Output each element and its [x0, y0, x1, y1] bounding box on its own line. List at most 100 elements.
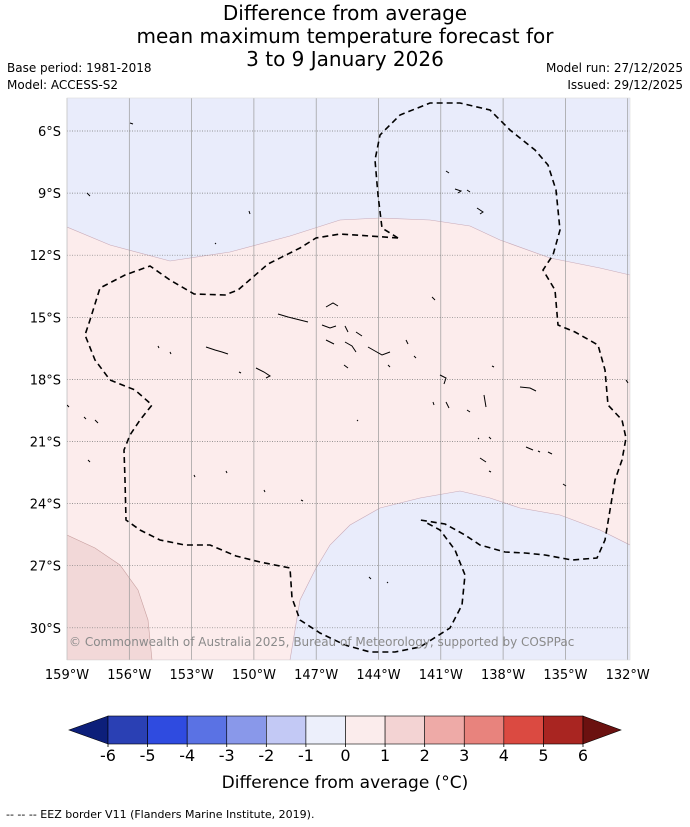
island — [476, 207, 484, 215]
island — [129, 122, 134, 125]
longitude-labels: 159°W 156°W 153°W 150°W 147°W 144°W 141°W 138°W… — [45, 668, 650, 683]
title-line-3: 3 to 9 January 2026 — [246, 47, 444, 71]
colorbar-swatch — [266, 715, 307, 745]
island — [205, 346, 229, 355]
model-name: Model: ACCESS-S2 — [7, 78, 119, 92]
longitude-label: 159°W — [45, 668, 89, 683]
island — [439, 374, 447, 385]
island — [300, 499, 304, 502]
island — [405, 339, 409, 345]
colorbar-tick-label: 5 — [538, 746, 548, 765]
island — [432, 401, 435, 406]
colorbar-tick-label: -1 — [298, 746, 314, 765]
latitude-label: 27°S — [30, 560, 61, 575]
colorbar-tick-label: -2 — [258, 746, 274, 765]
island — [83, 416, 87, 420]
island — [491, 365, 495, 368]
island — [413, 355, 417, 359]
island — [368, 576, 372, 580]
island — [445, 170, 450, 174]
colorbar-swatch — [107, 715, 148, 745]
longitude-label: 147°W — [294, 668, 338, 683]
island — [225, 470, 228, 474]
colorbar-tick-label: 0 — [340, 746, 350, 765]
colorbar-label: Difference from average (°C) — [221, 773, 469, 793]
island — [238, 371, 242, 374]
island — [169, 351, 172, 355]
island — [277, 313, 309, 323]
island — [67, 404, 70, 408]
island — [454, 188, 463, 194]
gridlines — [66, 98, 630, 660]
island — [87, 459, 91, 463]
longitude-label: 138°W — [481, 668, 525, 683]
longitude-label: 153°W — [170, 668, 214, 683]
warm-region-strong — [67, 534, 153, 660]
latitude-label: 6°S — [38, 125, 61, 140]
island — [537, 450, 541, 453]
longitude-label: 156°W — [107, 668, 151, 683]
colorbar-swatch — [384, 715, 425, 745]
island — [386, 581, 389, 584]
colorbar-swatch — [543, 715, 584, 745]
chart-title: Difference from average mean maximum tem… — [0, 2, 690, 71]
warm-region — [67, 217, 630, 660]
longitude-label: 144°W — [356, 668, 400, 683]
island — [94, 419, 99, 424]
colorbar-swatch — [424, 715, 465, 745]
island — [488, 470, 492, 473]
island — [321, 324, 337, 329]
island — [466, 409, 471, 413]
island — [344, 325, 349, 333]
latitude-label: 30°S — [30, 622, 61, 637]
island — [325, 339, 335, 345]
island — [547, 451, 553, 455]
colorbar-swatch — [463, 715, 505, 745]
eez-border-french-polynesia — [84, 233, 466, 653]
colorbar-tick-label: 6 — [578, 746, 588, 765]
island — [525, 446, 534, 451]
source-note: -- -- -- EEZ border V11 (Flanders Marine… — [6, 808, 315, 821]
copyright-text: © Commonwealth of Australia 2025, Bureau… — [69, 635, 574, 649]
island — [344, 341, 357, 353]
latitude-label: 15°S — [30, 311, 61, 326]
island — [214, 242, 217, 245]
island — [445, 401, 450, 409]
colorbar-swatch — [345, 715, 386, 745]
island — [343, 364, 349, 369]
latitude-label: 24°S — [30, 498, 61, 513]
latitude-label: 12°S — [30, 249, 61, 264]
colorbar-swatch — [226, 715, 267, 745]
colorbar-swatch — [305, 715, 346, 745]
latitude-label: 18°S — [30, 373, 61, 388]
island — [193, 474, 196, 478]
latitude-label: 21°S — [30, 436, 61, 451]
title-line-2: mean maximum temperature forecast for — [136, 24, 554, 48]
map-shading — [67, 98, 630, 660]
colorbar-extend-low — [68, 715, 109, 745]
island — [479, 457, 487, 463]
colorbar-tick-label: -5 — [140, 746, 156, 765]
latitude-label: 9°S — [38, 187, 61, 202]
island — [387, 364, 391, 368]
longitude-label: 132°W — [606, 668, 650, 683]
island — [625, 379, 629, 384]
island — [488, 436, 492, 440]
longitude-label: 141°W — [419, 668, 463, 683]
colorbar-swatch — [147, 715, 188, 745]
meta-right: Model run: 27/12/2025 Issued: 29/12/2025 — [546, 60, 683, 94]
island — [519, 386, 537, 392]
colorbar-tick-label: 1 — [380, 746, 390, 765]
island — [355, 331, 363, 337]
island — [431, 296, 436, 301]
colorbar-tick-label: 2 — [420, 746, 430, 765]
base-period: Base period: 1981-2018 — [7, 61, 152, 75]
colorbar-swatch — [186, 715, 228, 745]
island — [255, 367, 271, 379]
issued-date: Issued: 29/12/2025 — [567, 78, 683, 92]
island — [86, 192, 91, 197]
island — [367, 346, 391, 356]
colorbar-extend-high — [582, 715, 622, 745]
meta-left: Base period: 1981-2018 Model: ACCESS-S2 — [7, 60, 152, 94]
